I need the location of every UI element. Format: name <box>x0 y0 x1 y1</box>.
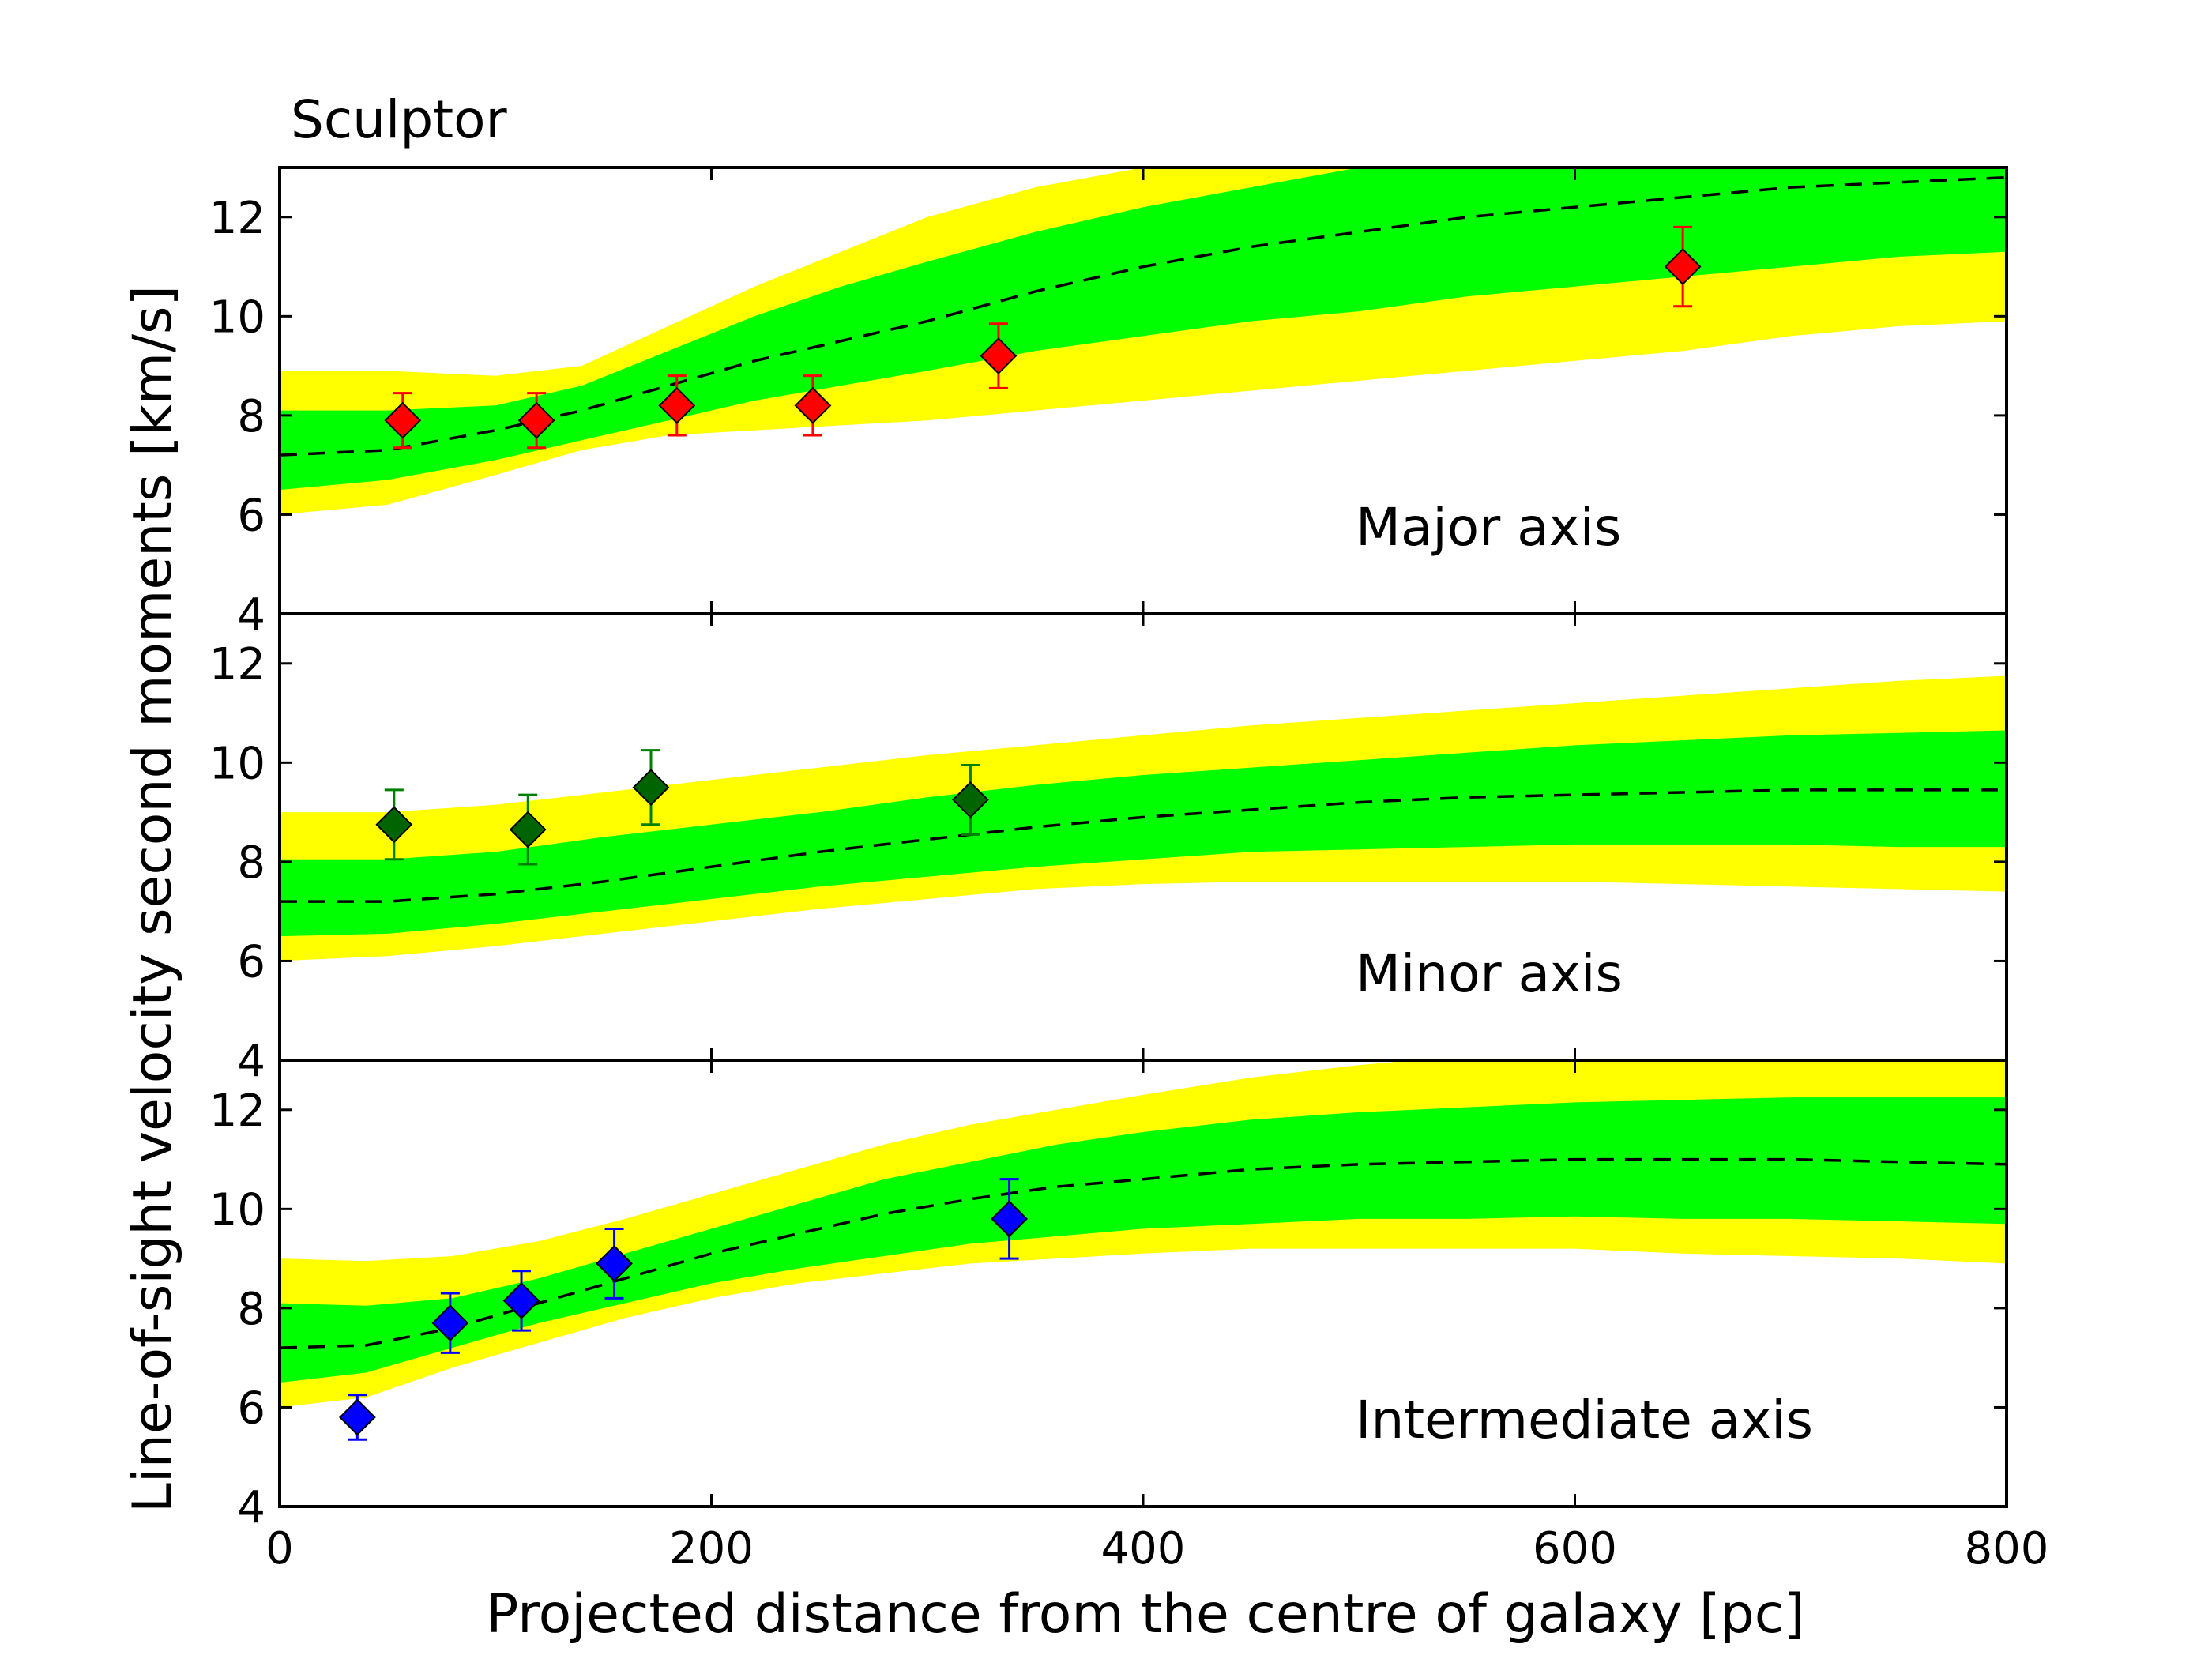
y-tick-label: 10 <box>209 738 265 789</box>
data-point <box>517 401 555 439</box>
panels-group: 4 6 8 10 12 Major axis 4 6 8 10 12 Minor axis 4 6 8 10 1… <box>209 166 2008 1533</box>
y-tick-label: 12 <box>209 193 265 244</box>
y-tick-label: 4 <box>237 589 265 641</box>
y-tick-label: 8 <box>237 391 265 442</box>
panel-frame <box>278 1059 2008 1508</box>
panel-plot-area <box>280 167 2007 515</box>
data-point <box>632 769 670 807</box>
inner-confidence-band <box>280 730 2007 937</box>
model-median-line <box>280 1157 2007 1349</box>
y-tick-label: 6 <box>237 490 265 541</box>
y-tick-label: 8 <box>237 837 265 889</box>
y-tick-label: 6 <box>237 1382 265 1434</box>
panel-1: 4 6 8 10 12 Major axis <box>209 166 2008 641</box>
inner-confidence-band <box>280 167 2007 491</box>
y-axis-label: Line-of-sight velocity second moments [k… <box>122 285 184 1513</box>
model-median-line <box>280 175 2007 457</box>
y-tick-label: 4 <box>237 1036 265 1087</box>
x-tick-label: 400 <box>1101 1523 1186 1574</box>
y-tick-label: 12 <box>209 639 265 690</box>
y-tick-label: 4 <box>237 1482 265 1533</box>
y-tick-label: 10 <box>209 1184 265 1236</box>
x-tick-label: 800 <box>1965 1523 2049 1574</box>
panel-label: Major axis <box>1356 497 1621 558</box>
panel-plot-area <box>280 1060 2007 1441</box>
panel-plot-area <box>280 675 2007 961</box>
panel-label: Intermediate axis <box>1356 1390 1813 1450</box>
y-tick-label: 8 <box>237 1284 265 1335</box>
data-point <box>951 781 989 818</box>
panel-label: Minor axis <box>1356 943 1623 1004</box>
data-point <box>1664 248 1702 285</box>
x-tick-label: 0 <box>265 1523 294 1574</box>
data-point <box>502 1282 540 1319</box>
y-tick-label: 10 <box>209 292 265 343</box>
y-tick-label: 6 <box>237 936 265 988</box>
x-axis-label: Projected distance from the centre of ga… <box>486 1583 1804 1646</box>
data-point <box>431 1304 469 1342</box>
x-tick-label: 200 <box>669 1523 754 1574</box>
y-tick-label: 12 <box>209 1085 265 1137</box>
panel-2: 4 6 8 10 12 Minor axis <box>209 612 2008 1087</box>
data-point <box>658 386 696 424</box>
model-median-line <box>280 788 2007 903</box>
data-point <box>991 1200 1028 1238</box>
data-point <box>794 386 832 424</box>
inner-confidence-band <box>280 1097 2007 1383</box>
data-point <box>596 1244 633 1282</box>
x-tick-labels: 0 200 400 600 800 <box>265 1523 2048 1574</box>
x-tick-label: 600 <box>1533 1523 1617 1574</box>
data-point <box>375 806 413 844</box>
data-point <box>980 337 1018 374</box>
panel-3: 4 6 8 10 12 Intermediate axis <box>209 1059 2008 1533</box>
data-point <box>384 401 422 439</box>
chart-title: Sculptor <box>291 89 508 150</box>
data-point <box>338 1398 376 1436</box>
data-point <box>509 811 547 848</box>
